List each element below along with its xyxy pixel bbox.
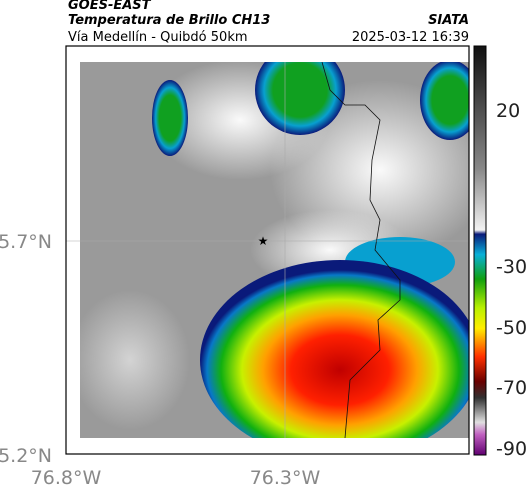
product: GOES-EAST bbox=[68, 0, 152, 13]
colorbar-tick: -70 bbox=[496, 377, 526, 399]
title: Temperatura de Brillo CH13 bbox=[68, 13, 270, 28]
colorbar-tick: -50 bbox=[496, 317, 526, 339]
colorbar-tick: -30 bbox=[496, 256, 526, 278]
lon-tick: 76.8°W bbox=[31, 467, 102, 489]
map-frame bbox=[65, 45, 470, 455]
lon-tick: 76.3°W bbox=[250, 467, 321, 489]
colorbar-tick: 20 bbox=[496, 100, 520, 122]
source: SIATA bbox=[428, 13, 469, 28]
route: Vía Medellín - Quibdó 50km bbox=[68, 30, 248, 45]
lat-tick: 5.2°N bbox=[0, 445, 52, 467]
colorbar-tick: -90 bbox=[496, 438, 526, 460]
location-marker: ★ bbox=[258, 234, 269, 248]
timestamp: 2025-03-12 16:39 bbox=[352, 30, 469, 45]
colorbar bbox=[473, 45, 487, 456]
satellite-image bbox=[80, 62, 469, 438]
lat-tick: 5.7°N bbox=[0, 231, 52, 253]
